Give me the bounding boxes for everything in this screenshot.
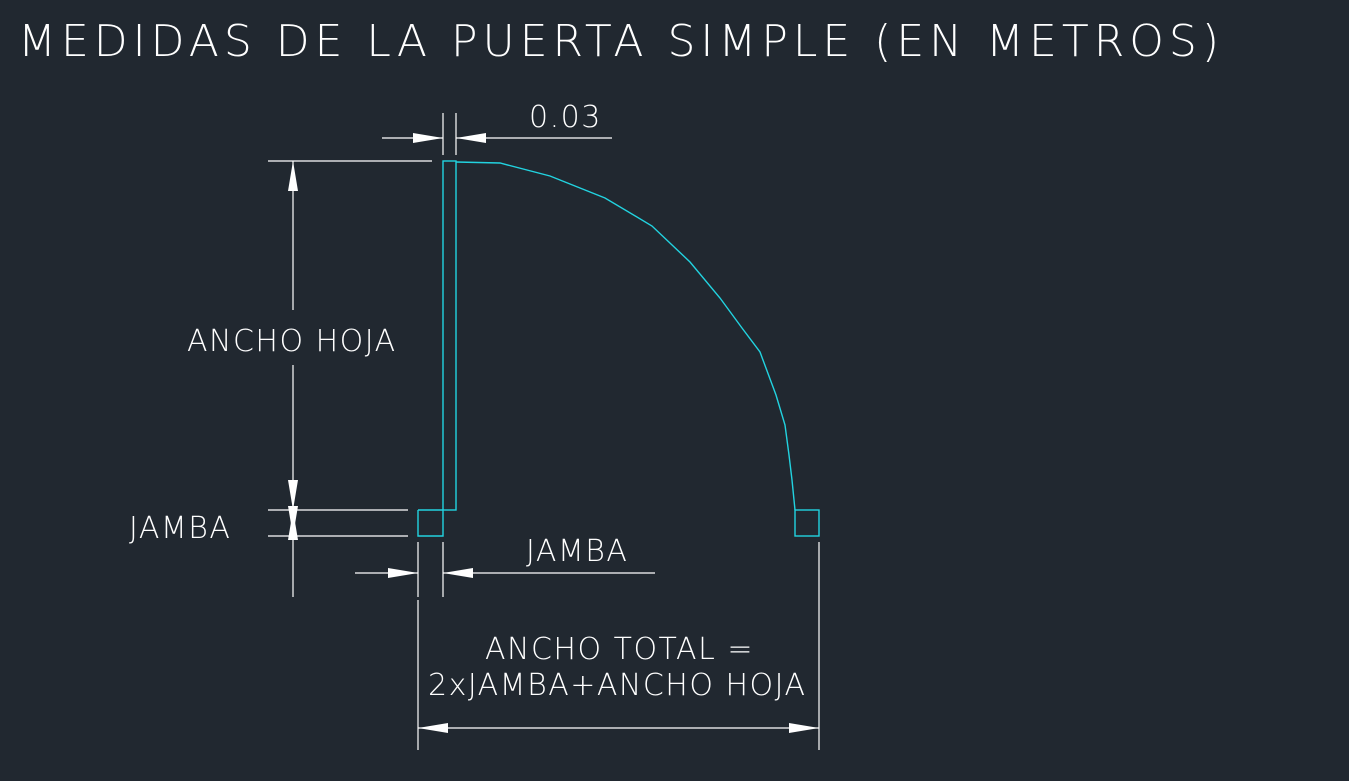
leaf-width-dimension: ANCHO HOJA bbox=[187, 160, 432, 511]
arrow-up bbox=[288, 161, 298, 191]
arrow-down bbox=[288, 506, 298, 536]
door-geometry bbox=[417, 160, 820, 537]
total-width-dimension: ANCHO TOTAL = 2xJAMBA+ANCHO HOJA bbox=[417, 542, 820, 750]
thickness-label: 0.03 bbox=[529, 100, 602, 135]
jamb-height-dimension: JAMBA bbox=[129, 506, 408, 597]
right-jamb bbox=[794, 509, 820, 537]
arrow-right bbox=[413, 133, 443, 143]
leaf-width-label: ANCHO HOJA bbox=[187, 324, 397, 359]
total-width-label-line2: 2xJAMBA+ANCHO HOJA bbox=[428, 668, 807, 703]
total-width-label-line1: ANCHO TOTAL = bbox=[485, 632, 754, 667]
thickness-dimension: 0.03 bbox=[382, 100, 612, 155]
door-leaf bbox=[442, 160, 457, 511]
jamb-bottom-label: JAMBA bbox=[526, 534, 628, 569]
jamb-left-label: JAMBA bbox=[129, 511, 231, 546]
arrow-left bbox=[456, 133, 486, 143]
arrow-right bbox=[789, 723, 819, 733]
swing-arc bbox=[455, 161, 796, 511]
left-jamb bbox=[417, 509, 444, 537]
page-title: MEDIDAS DE LA PUERTA SIMPLE (EN METROS) bbox=[18, 16, 1224, 67]
arrow-left bbox=[418, 723, 448, 733]
jamb-width-dimension: JAMBA bbox=[355, 534, 655, 597]
arrow-right bbox=[388, 568, 418, 578]
arrow-down bbox=[288, 480, 298, 510]
arrow-left bbox=[443, 568, 473, 578]
